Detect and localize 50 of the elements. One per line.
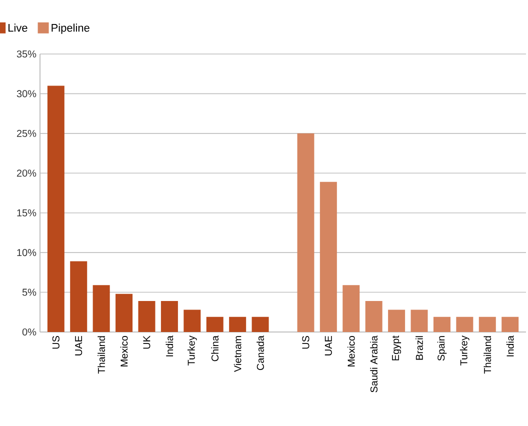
x-tick-label: Spain — [437, 336, 447, 361]
x-tick-label: UAE — [324, 336, 332, 356]
x-tick-label: US — [302, 336, 310, 349]
bar — [388, 310, 406, 332]
x-tick-label: Turkey — [188, 336, 197, 366]
y-tick-label: 15% — [17, 209, 36, 216]
bar — [92, 285, 110, 332]
bar — [229, 316, 246, 332]
bar — [47, 86, 64, 332]
y-tick-label: 10% — [17, 249, 36, 256]
bar — [342, 285, 360, 332]
y-tick-label: 0% — [22, 328, 36, 336]
bar — [502, 316, 519, 332]
bar — [320, 182, 337, 332]
y-tick-label: 20% — [16, 170, 36, 177]
x-tick-label: Thailand — [484, 336, 492, 374]
bar — [365, 301, 382, 332]
bar — [456, 316, 474, 332]
bar — [184, 310, 201, 332]
x-tick-label: Mexico — [120, 336, 128, 366]
bar — [70, 261, 88, 332]
x-tick-label: Thailand — [98, 336, 105, 374]
bar — [410, 310, 428, 332]
x-tick-label: UK — [143, 336, 150, 349]
y-tick-label: 35% — [16, 50, 36, 58]
x-tick-label: Saudi Arabia — [370, 336, 378, 392]
bar — [160, 301, 178, 332]
bar — [138, 301, 156, 332]
x-tick-label: Turkey — [460, 336, 470, 366]
x-tick-label: Canada — [256, 336, 264, 370]
x-tick-label: India — [166, 336, 174, 356]
x-tick-label: US — [52, 336, 60, 349]
x-tick-label: Egypt — [392, 336, 402, 360]
x-tick-label: Brazil — [416, 336, 423, 360]
bar — [297, 133, 314, 332]
legend-label: Pipeline — [52, 24, 90, 34]
bar — [206, 316, 224, 332]
x-tick-label: India — [506, 336, 514, 356]
x-tick-label: China — [211, 336, 219, 362]
y-tick-label: 25% — [16, 130, 36, 137]
y-tick-label: 5% — [22, 288, 36, 296]
x-tick-label: UAE — [75, 336, 82, 356]
x-tick-label: Mexico — [347, 336, 355, 366]
bar — [478, 316, 496, 332]
bar — [116, 294, 133, 332]
bar — [433, 316, 450, 332]
legend-label: Live — [8, 24, 28, 32]
bar — [252, 316, 269, 332]
y-tick-label: 30% — [16, 90, 36, 98]
x-tick-label: Vietnam — [234, 336, 242, 372]
